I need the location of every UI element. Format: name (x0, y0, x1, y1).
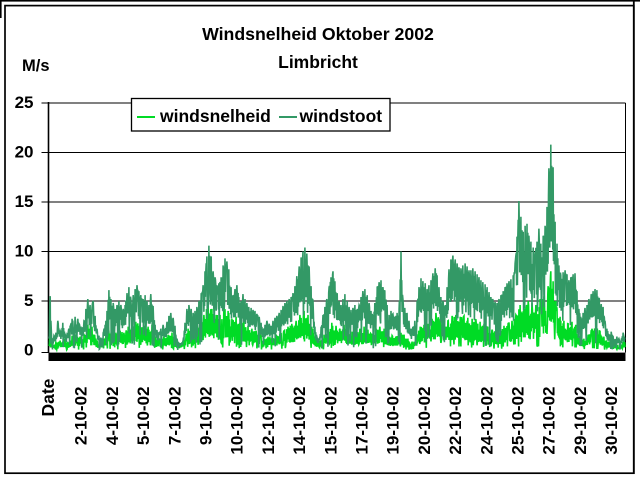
svg-text:Windsnelheid Oktober 2002: Windsnelheid Oktober 2002 (202, 24, 434, 44)
svg-text:25: 25 (15, 93, 34, 112)
svg-text:27-10-02: 27-10-02 (540, 387, 559, 455)
svg-text:0: 0 (24, 341, 33, 360)
svg-text:20: 20 (15, 143, 34, 162)
svg-text:windstoot: windstoot (299, 106, 383, 126)
svg-text:19-10-02: 19-10-02 (384, 387, 403, 455)
svg-text:2-10-02: 2-10-02 (72, 387, 91, 446)
svg-text:20-10-02: 20-10-02 (415, 387, 434, 455)
svg-text:15-10-02: 15-10-02 (321, 387, 340, 455)
svg-text:4-10-02: 4-10-02 (103, 387, 122, 446)
svg-text:14-10-02: 14-10-02 (290, 387, 309, 455)
svg-text:5: 5 (24, 291, 33, 310)
svg-text:M/s: M/s (22, 57, 50, 75)
svg-text:15: 15 (15, 192, 34, 211)
svg-text:24-10-02: 24-10-02 (477, 387, 496, 455)
svg-text:Date: Date (38, 378, 58, 416)
svg-text:29-10-02: 29-10-02 (571, 387, 590, 455)
svg-text:10: 10 (15, 242, 34, 261)
svg-text:5-10-02: 5-10-02 (134, 387, 153, 446)
svg-text:25-10-02: 25-10-02 (509, 387, 528, 455)
svg-text:17-10-02: 17-10-02 (353, 387, 372, 455)
svg-text:12-10-02: 12-10-02 (259, 387, 278, 455)
svg-text:9-10-02: 9-10-02 (197, 387, 216, 446)
svg-text:7-10-02: 7-10-02 (165, 387, 184, 446)
svg-text:10-10-02: 10-10-02 (228, 387, 247, 455)
svg-text:22-10-02: 22-10-02 (446, 387, 465, 455)
svg-text:30-10-02: 30-10-02 (602, 387, 621, 455)
svg-text:Limbricht: Limbricht (278, 52, 358, 72)
svg-text:windsnelheid: windsnelheid (159, 106, 271, 126)
